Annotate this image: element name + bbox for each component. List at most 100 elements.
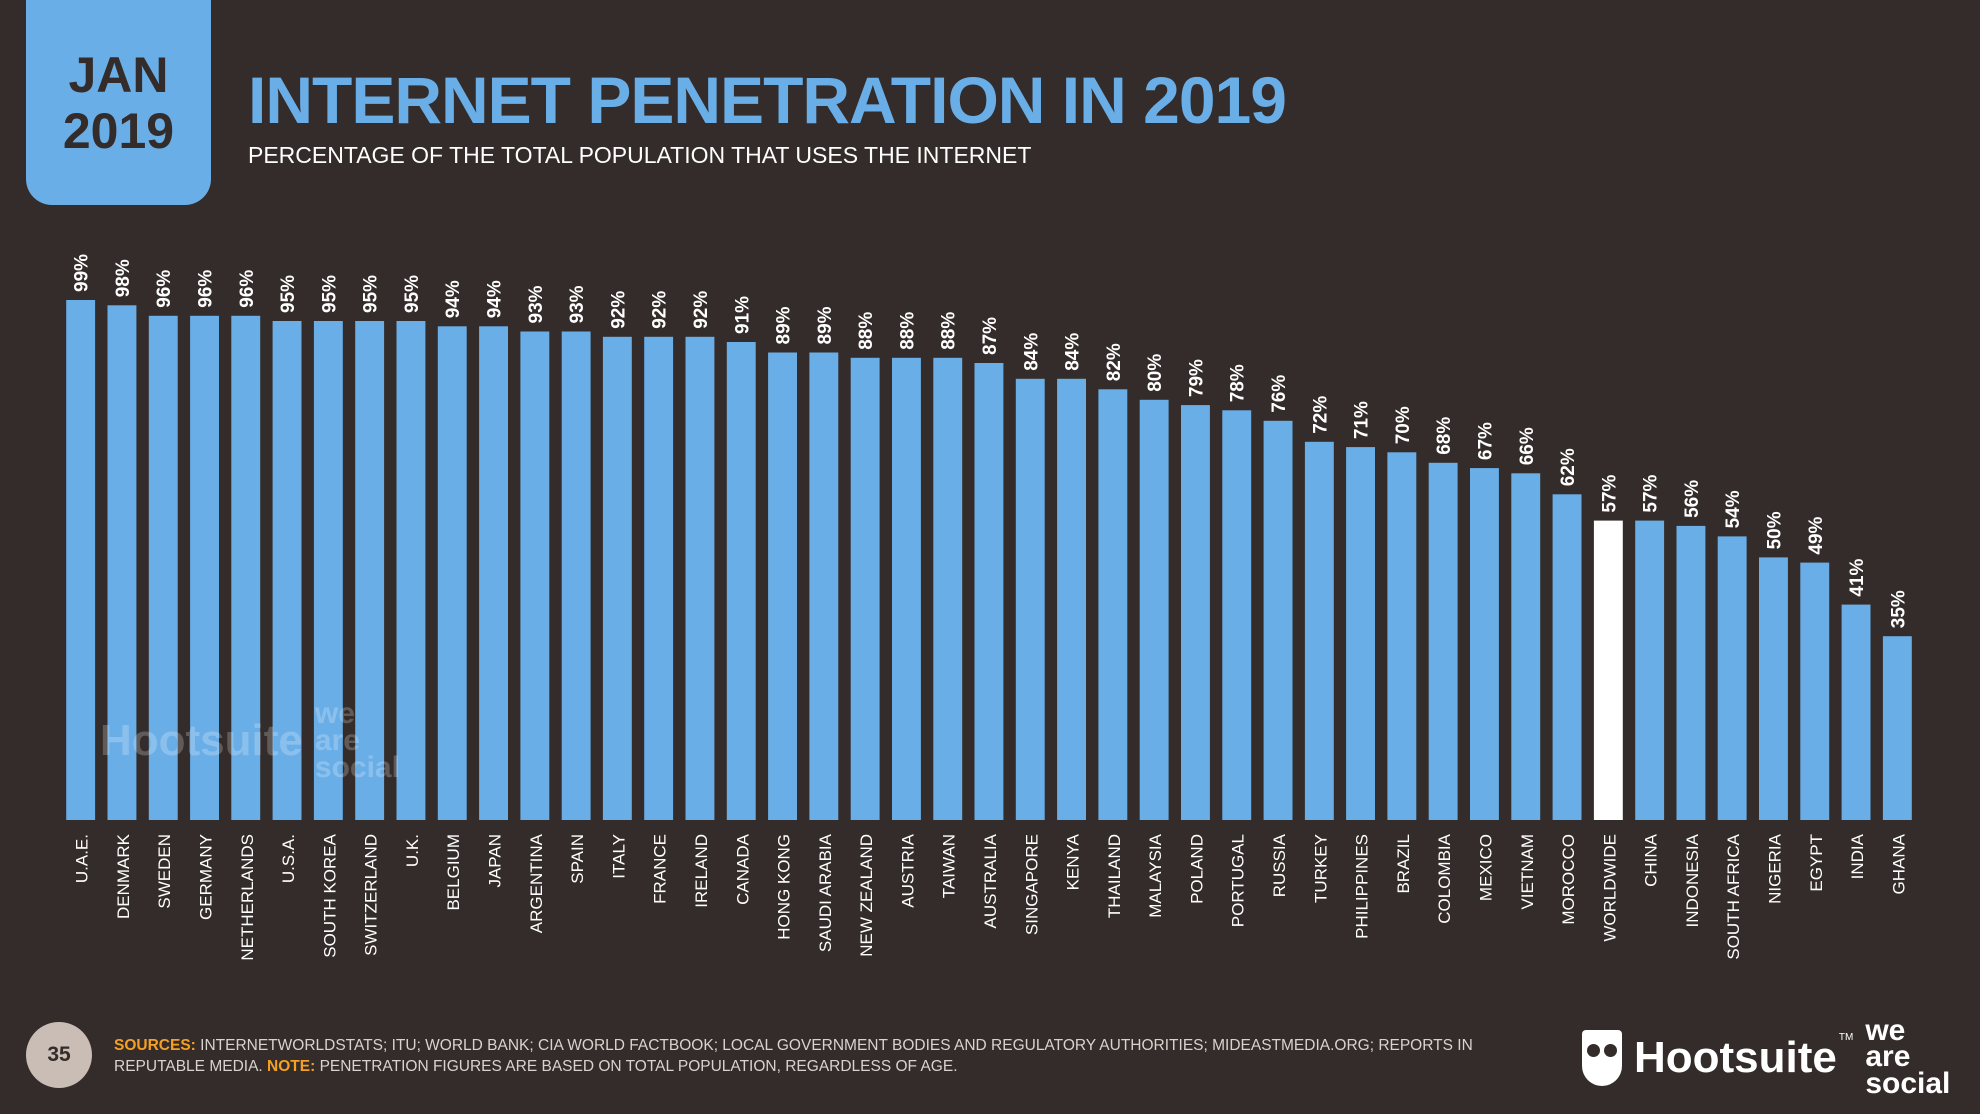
bar-south-korea [313,321,343,820]
category-label: NETHERLANDS [238,834,257,961]
value-label: 91% [732,296,753,334]
category-label: NIGERIA [1766,833,1785,904]
category-label: ITALY [609,834,628,879]
watermark-partner-line: we [314,697,355,730]
sources-text: INTERNETWORLDSTATS; ITU; WORLD BANK; CIA… [114,1037,1473,1075]
value-label: 67% [1476,422,1497,460]
bar-portugal [1222,410,1252,820]
value-label: 84% [1021,333,1042,371]
page-number: 35 [26,1022,92,1088]
category-label: BELGIUM [444,834,463,911]
value-label: 57% [1641,474,1662,512]
category-label: POLAND [1187,834,1206,904]
category-label: DENMARK [114,833,133,919]
category-label: SPAIN [568,834,587,884]
value-label: 88% [897,312,918,350]
value-label: 98% [113,259,134,297]
bar-germany [190,315,219,820]
category-label: PORTUGAL [1229,834,1248,927]
bar-russia [1263,420,1293,820]
category-label: CANADA [733,833,752,905]
hootsuite-watermark: Hootsuite we are social [100,697,400,783]
bar-denmark [107,305,137,820]
bar-australia [974,363,1004,820]
category-label: ARGENTINA [527,833,546,933]
value-label: 99% [72,254,93,292]
category-label: MOROCCO [1559,834,1578,925]
value-label: 76% [1269,375,1290,413]
value-label: 35% [1888,590,1909,628]
bar-spain [561,331,591,820]
value-label: 96% [237,270,258,308]
bar-ireland [685,336,715,820]
category-label: INDIA [1848,833,1867,879]
category-label: WORLDWIDE [1600,834,1619,942]
bar-india [1841,604,1871,820]
bar-sweden [148,315,178,820]
bar-netherlands [231,315,261,820]
category-label: VIETNAM [1518,834,1537,910]
value-label: 80% [1145,354,1166,392]
category-label: NEW ZEALAND [857,834,876,957]
bar-mexico [1470,468,1499,820]
bar-brazil [1387,452,1417,820]
bar-malaysia [1139,399,1169,820]
partner-line: social [1865,1066,1951,1100]
bar-saudi-arabia [809,352,839,820]
bar-poland [1181,405,1210,820]
bar-switzerland [355,321,385,820]
page-subtitle: PERCENTAGE OF THE TOTAL POPULATION THAT … [248,142,1032,168]
value-label: 57% [1599,474,1620,512]
bar-egypt [1800,562,1830,820]
trademark-mark: TM [1838,1032,1854,1043]
bar-nigeria [1759,557,1788,820]
value-label: 84% [1063,333,1084,371]
category-label: JAPAN [486,834,505,888]
date-badge-year: 2019 [62,102,175,159]
bar-u-k [396,321,426,820]
bar-u-s-a [272,321,302,820]
category-label: AUSTRIA [898,833,917,907]
we-are-social-logo: we are social [1865,1015,1951,1100]
category-label: U.S.A. [279,834,298,883]
value-label: 95% [402,275,423,313]
category-label: PHILIPPINES [1353,834,1372,939]
bar-france [644,336,674,820]
bar-japan [479,326,508,820]
category-label: SWITZERLAND [362,834,381,956]
category-label: INDONESIA [1683,833,1702,927]
category-label: EGYPT [1807,834,1826,892]
category-label: TAIWAN [940,834,959,898]
category-label: BRAZIL [1394,834,1413,894]
category-label: SINGAPORE [1022,834,1041,935]
category-label: MEXICO [1477,834,1496,901]
bar-indonesia [1676,525,1706,820]
bar-chart: 99% U.A.E. 98% DENMARK 96% SWEDEN 96% GERMANY 96… [66,254,1912,961]
note-text: PENETRATION FIGURES ARE BASED ON TOTAL P… [319,1058,958,1075]
bar-south-africa [1717,536,1747,820]
value-label: 94% [443,280,464,318]
category-label: CHINA [1642,833,1661,887]
watermark-brand: Hootsuite [100,715,303,765]
category-label: U.K. [403,834,422,867]
sources-label: SOURCES: [114,1037,196,1054]
value-label: 70% [1393,406,1414,444]
category-label: SAUDI ARABIA [816,833,835,952]
value-label: 72% [1310,396,1331,434]
category-label: GHANA [1889,833,1908,894]
value-label: 96% [154,270,175,308]
value-label: 79% [1186,359,1207,397]
value-label: 89% [774,306,795,344]
category-label: THAILAND [1105,834,1124,918]
bar-china [1635,520,1665,820]
bar-austria [892,357,921,820]
category-label: AUSTRALIA [981,833,1000,928]
note-label: NOTE: [267,1058,316,1075]
value-label: 56% [1682,480,1703,518]
category-label: SOUTH AFRICA [1724,833,1743,959]
value-label: 92% [608,291,629,329]
category-label: U.A.E. [73,834,92,883]
value-label: 71% [1352,401,1373,439]
value-label: 82% [1104,343,1125,381]
bar-turkey [1304,441,1334,820]
